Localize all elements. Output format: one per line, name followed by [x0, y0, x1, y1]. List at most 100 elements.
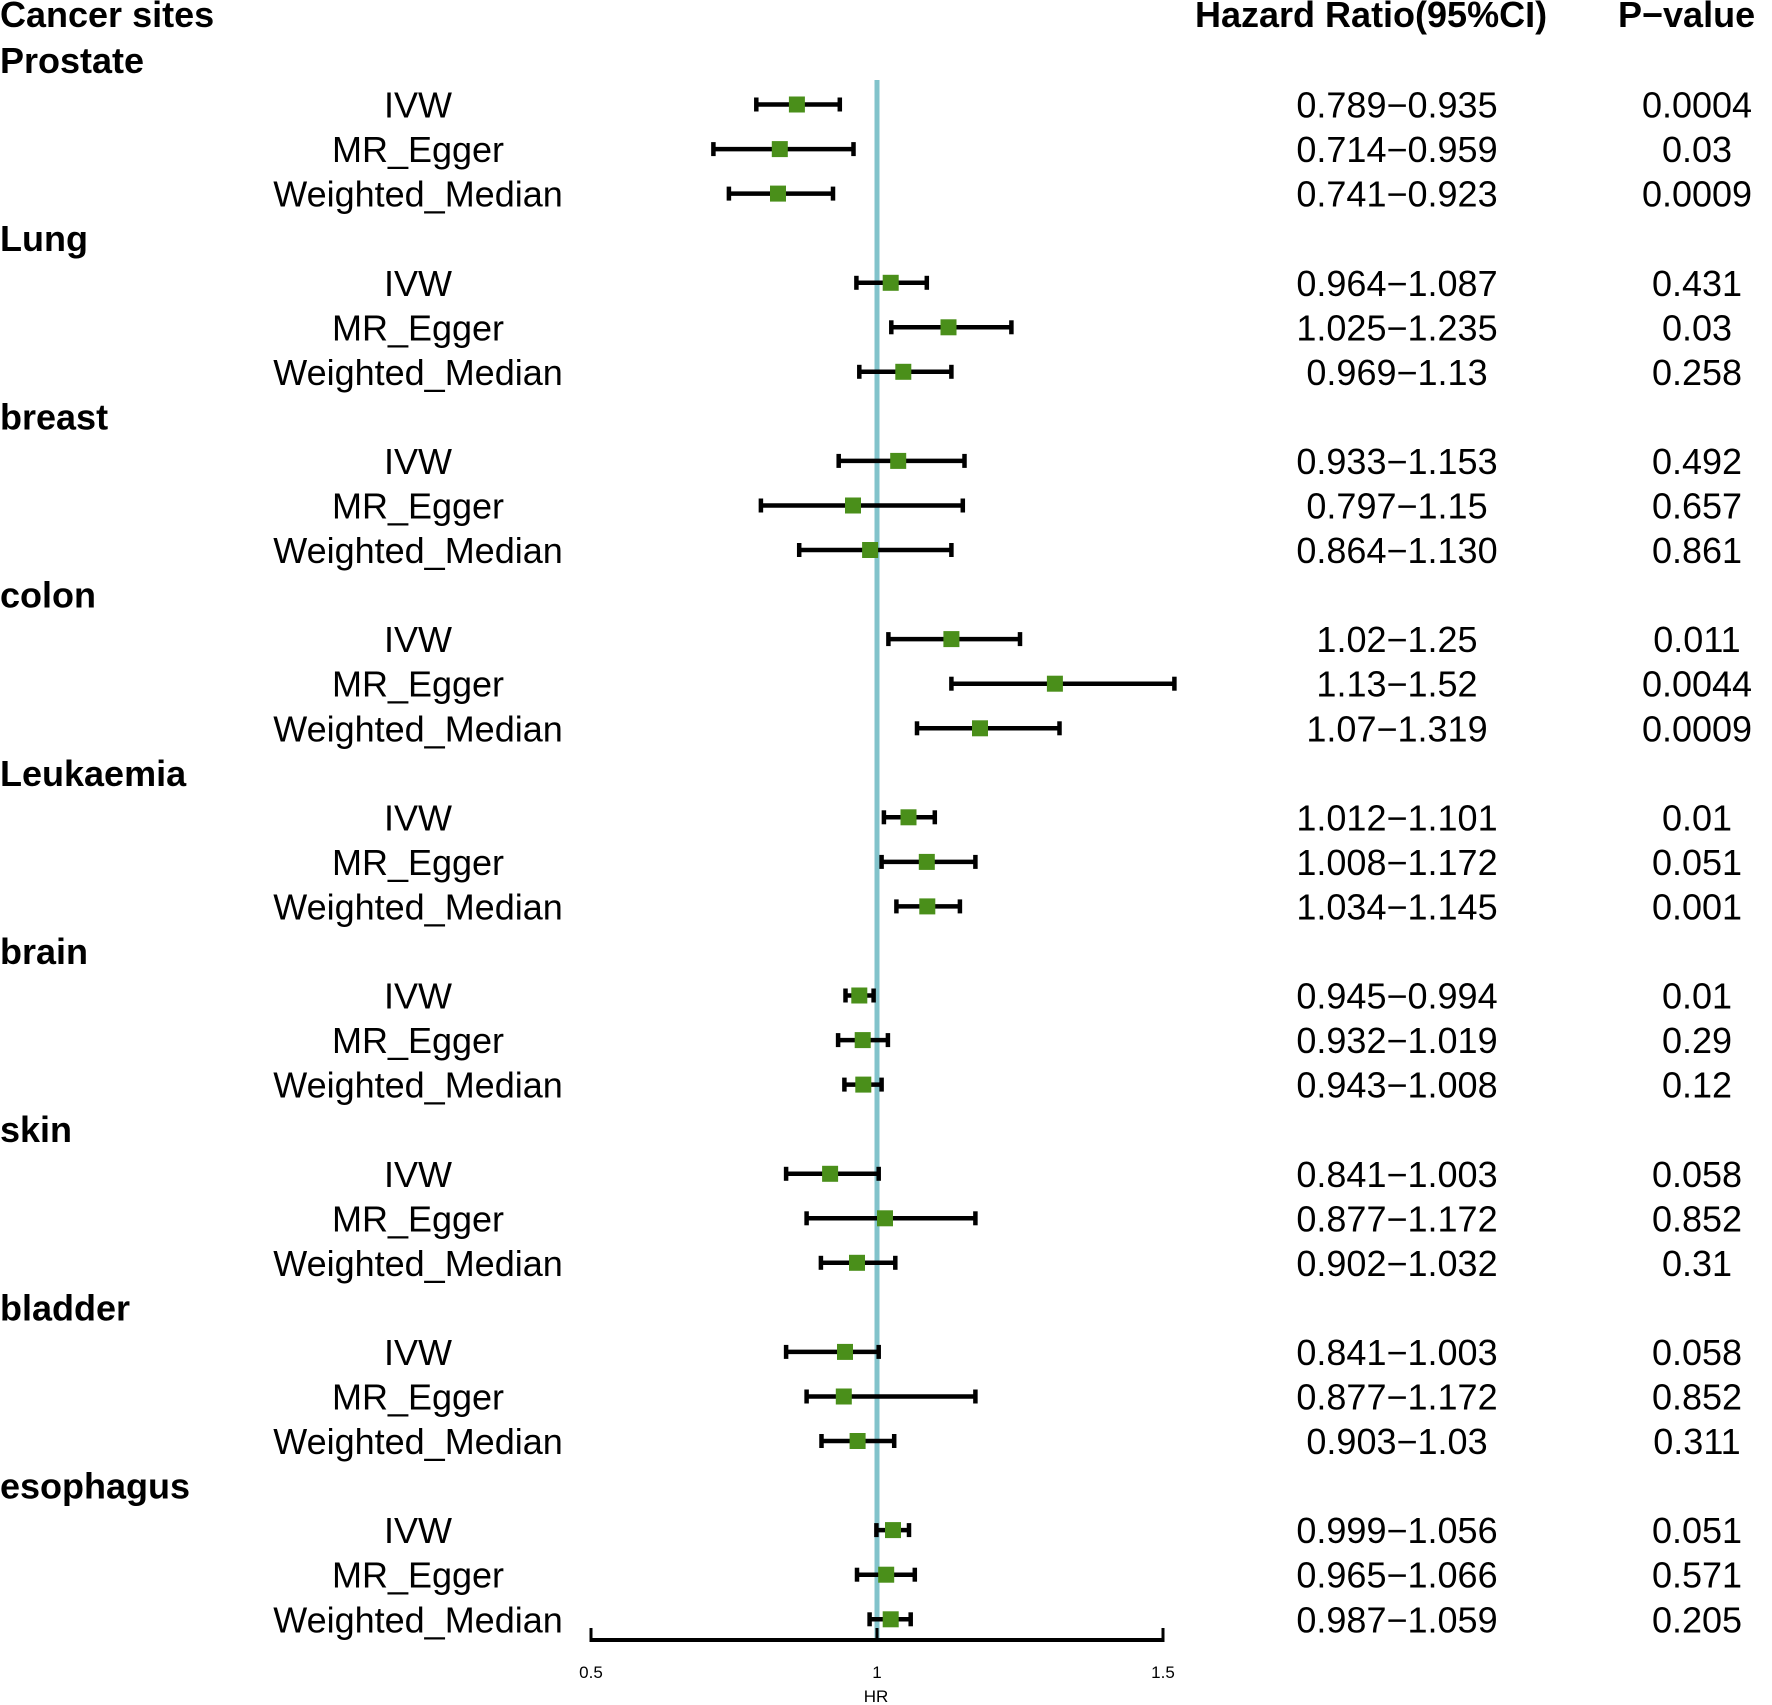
- forest-row: MR_Egger 1.025−1.235 0.03: [332, 307, 1732, 348]
- hr-point: [771, 141, 788, 158]
- method-label: IVW: [384, 619, 452, 660]
- hr-point: [885, 1522, 901, 1539]
- hr-point: [855, 1076, 872, 1093]
- method-label: MR_Egger: [332, 842, 504, 883]
- ci-range-label: 1.13−1.52: [1316, 664, 1477, 705]
- method-label: IVW: [384, 797, 452, 838]
- ci-range-label: 1.02−1.25: [1316, 619, 1477, 660]
- x-tick-label: 0.5: [579, 1663, 603, 1682]
- hr-point: [770, 185, 786, 202]
- ci-range-label: 0.877−1.172: [1296, 1198, 1497, 1239]
- forest-row: IVW 0.999−1.056 0.051: [384, 1510, 1742, 1551]
- hr-point: [822, 1165, 839, 1182]
- ci-range-label: 0.999−1.056: [1296, 1510, 1497, 1551]
- ci-range-label: 0.902−1.032: [1296, 1243, 1497, 1284]
- forest-row: Weighted_Median 0.864−1.130 0.861: [273, 530, 1742, 571]
- method-label: MR_Egger: [332, 1020, 504, 1061]
- forest-row: MR_Egger 0.932−1.019 0.29: [332, 1020, 1732, 1061]
- p-value-label: 0.852: [1652, 1377, 1742, 1418]
- p-value-label: 0.852: [1652, 1198, 1742, 1239]
- p-value-label: 0.31: [1662, 1243, 1732, 1284]
- p-value-label: 0.03: [1662, 307, 1732, 348]
- p-value-label: 0.058: [1652, 1332, 1742, 1373]
- hr-point: [918, 853, 935, 870]
- method-label: Weighted_Median: [273, 174, 563, 215]
- ci-range-label: 1.034−1.145: [1296, 886, 1497, 927]
- hr-point: [972, 720, 988, 737]
- hr-point: [854, 1032, 871, 1049]
- method-label: IVW: [384, 976, 452, 1017]
- method-label: Weighted_Median: [273, 1599, 563, 1640]
- ci-range-label: 0.945−0.994: [1296, 976, 1497, 1017]
- method-label: MR_Egger: [332, 664, 504, 705]
- hr-point: [890, 452, 907, 469]
- hr-point: [895, 363, 912, 380]
- x-tick-label: 1: [872, 1663, 881, 1682]
- ci-range-label: 0.797−1.15: [1306, 486, 1487, 527]
- hr-point: [1046, 675, 1063, 692]
- group-label: colon: [0, 575, 96, 616]
- method-label: MR_Egger: [332, 1198, 504, 1239]
- method-label: MR_Egger: [332, 307, 504, 348]
- p-value-label: 0.01: [1662, 976, 1732, 1017]
- ci-range-label: 0.964−1.087: [1296, 263, 1497, 304]
- method-label: Weighted_Median: [273, 530, 563, 571]
- ci-range-label: 0.903−1.03: [1306, 1421, 1487, 1462]
- p-value-label: 0.001: [1652, 886, 1742, 927]
- p-value-label: 0.657: [1652, 486, 1742, 527]
- p-value-label: 0.492: [1652, 441, 1742, 482]
- forest-row: Weighted_Median 0.969−1.13 0.258: [273, 352, 1742, 393]
- method-label: MR_Egger: [332, 486, 504, 527]
- p-value-label: 0.258: [1652, 352, 1742, 393]
- method-label: IVW: [384, 1510, 452, 1551]
- forest-row: IVW 1.02−1.25 0.011: [384, 619, 1741, 660]
- hr-point: [849, 1254, 865, 1271]
- hr-point: [788, 96, 805, 113]
- p-value-label: 0.12: [1662, 1065, 1732, 1106]
- table-rows: Prostate IVW 0.789−0.935 0.0004 MR_Egger 0.71…: [0, 40, 1752, 1640]
- p-value-label: 0.051: [1652, 842, 1742, 883]
- forest-row: Weighted_Median 1.034−1.145 0.001: [273, 886, 1742, 927]
- method-label: Weighted_Median: [273, 352, 563, 393]
- forest-row: MR_Egger 1.008−1.172 0.051: [332, 842, 1742, 883]
- hr-point: [877, 1210, 893, 1227]
- forest-row: IVW 0.841−1.003 0.058: [384, 1154, 1742, 1195]
- forest-row: IVW 0.933−1.153 0.492: [384, 441, 1742, 482]
- header-hazard-ratio: Hazard Ratio(95%CI): [1195, 0, 1547, 35]
- ci-range-label: 0.969−1.13: [1306, 352, 1487, 393]
- hr-point: [849, 1433, 866, 1449]
- forest-row: Weighted_Median 0.943−1.008 0.12: [273, 1065, 1732, 1106]
- method-label: IVW: [384, 85, 452, 126]
- method-label: Weighted_Median: [273, 1421, 563, 1462]
- forest-row: Weighted_Median 1.07−1.319 0.0009: [273, 708, 1752, 749]
- method-label: Weighted_Median: [273, 886, 563, 927]
- group-label: breast: [0, 396, 108, 437]
- p-value-label: 0.011: [1653, 619, 1740, 660]
- group-label: bladder: [0, 1287, 130, 1328]
- method-label: IVW: [384, 441, 452, 482]
- ci-range-label: 0.933−1.153: [1296, 441, 1497, 482]
- method-label: Weighted_Median: [273, 1065, 563, 1106]
- forest-row: IVW 1.012−1.101 0.01: [384, 797, 1732, 838]
- p-value-label: 0.571: [1652, 1555, 1742, 1596]
- hr-point: [943, 631, 960, 648]
- ci-range-label: 1.07−1.319: [1306, 708, 1487, 749]
- group-label: skin: [0, 1109, 72, 1150]
- group-label: Leukaemia: [0, 753, 187, 794]
- hr-point: [940, 319, 957, 336]
- p-value-label: 0.051: [1652, 1510, 1742, 1551]
- ci-range-label: 1.008−1.172: [1296, 842, 1497, 883]
- forest-row: IVW 0.841−1.003 0.058: [384, 1332, 1742, 1373]
- ci-range-label: 0.943−1.008: [1296, 1065, 1497, 1106]
- method-label: IVW: [384, 263, 452, 304]
- ci-range-label: 0.841−1.003: [1296, 1332, 1497, 1373]
- group-label: esophagus: [0, 1466, 190, 1507]
- p-value-label: 0.0009: [1642, 708, 1752, 749]
- method-label: IVW: [384, 1154, 452, 1195]
- forest-row: MR_Egger 1.13−1.52 0.0044: [332, 664, 1752, 705]
- p-value-label: 0.0004: [1642, 85, 1752, 126]
- forest-row: Weighted_Median 0.741−0.923 0.0009: [273, 174, 1752, 215]
- p-value-label: 0.29: [1662, 1020, 1732, 1061]
- p-value-label: 0.058: [1652, 1154, 1742, 1195]
